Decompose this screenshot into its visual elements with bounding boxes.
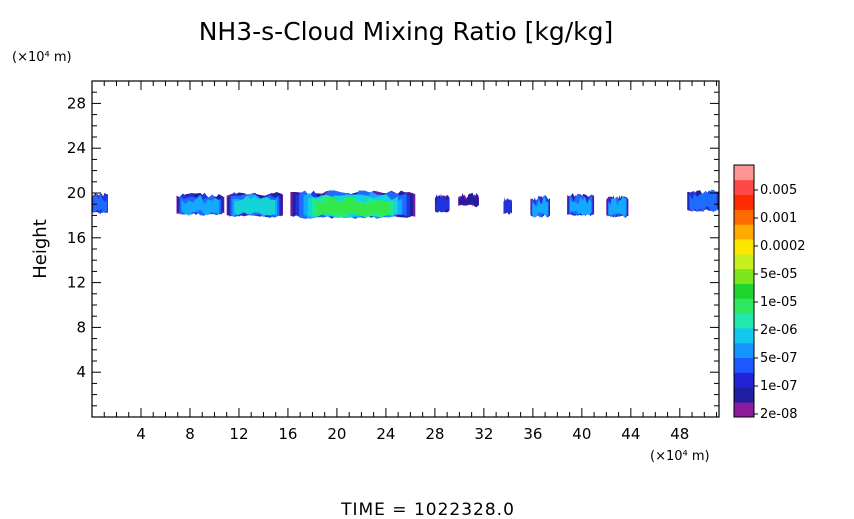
colorbar-label: 1e-07: [760, 379, 798, 394]
colorbar-label: 0.0002: [760, 239, 806, 254]
cloud-contour: [435, 193, 449, 213]
colorbar-swatch: [734, 328, 754, 344]
cloud-cell: [458, 192, 479, 208]
colorbar-swatch: [734, 224, 754, 240]
x-axis: 4 8 12 16 20 24 28 32 36 40 44 48: [103, 81, 718, 443]
x-tick-label: 4: [136, 425, 146, 443]
cloud-contour: [608, 196, 627, 218]
cloud-contour: [570, 196, 592, 216]
x-unit-label: (×10⁴ m): [650, 449, 710, 464]
cloud-contour: [503, 197, 512, 215]
colorbar-swatch: [734, 387, 754, 403]
x-tick-label: 36: [523, 425, 542, 443]
y-tick-label: 20: [67, 184, 86, 202]
cloud-cell: [503, 197, 512, 215]
colorbar-swatch: [734, 298, 754, 314]
x-tick-label: 20: [327, 425, 346, 443]
colorbar: 0.005 0.001 0.0002 5e-05 1e-05 2e-06 5e-07 1e-0…: [733, 164, 806, 422]
x-tick-label: 40: [572, 425, 591, 443]
colorbar-label: 5e-07: [760, 351, 798, 366]
cloud-cell: [176, 192, 225, 216]
chart-title: NH3-s-Cloud Mixing Ratio [kg/kg]: [199, 17, 614, 46]
colorbar-swatch: [734, 165, 754, 181]
colorbar-label: 0.001: [760, 211, 797, 226]
colorbar-label: 2e-08: [760, 407, 798, 422]
time-label: TIME = 1022328.0: [340, 500, 515, 519]
y-tick-label: 24: [67, 139, 86, 157]
colorbar-swatch: [734, 209, 754, 225]
cloud-contour: [532, 196, 548, 218]
x-tick-label: 24: [376, 425, 395, 443]
y-axis: 4 8 12 16 20 24 28: [67, 91, 719, 407]
plot-frame: [91, 80, 720, 418]
cloud-cell: [434, 193, 450, 213]
cloud-cell: [290, 190, 416, 219]
cloud-cell: [567, 193, 595, 217]
y-tick-label: 8: [76, 318, 86, 336]
x-tick-label: 32: [474, 425, 493, 443]
colorbar-swatch: [734, 179, 754, 196]
colorbar-swatch: [734, 253, 754, 270]
colorbar-swatch: [734, 402, 754, 418]
colorbar-label: 1e-05: [760, 295, 798, 310]
colorbar-swatch: [734, 283, 754, 299]
cloud-contour: [181, 194, 220, 216]
colorbar-swatch: [734, 357, 754, 373]
x-tick-label: 12: [229, 425, 248, 443]
y-tick-label: 12: [67, 274, 86, 292]
cloud-contour: [458, 192, 479, 208]
y-tick-label: 28: [67, 94, 86, 112]
x-tick-label: 16: [278, 425, 297, 443]
y-unit-label: (×10⁴ m): [12, 50, 72, 65]
cloud-contour: [234, 195, 276, 216]
colorbar-swatch: [734, 372, 754, 388]
colorbar-label: 2e-06: [760, 323, 798, 338]
cloud-cell: [92, 192, 108, 215]
y-tick-label: 4: [76, 363, 86, 381]
colorbar-swatch: [734, 268, 754, 284]
cloud-cell: [530, 195, 550, 218]
colorbar-label: 0.005: [760, 183, 797, 198]
x-tick-label: 44: [621, 425, 640, 443]
cloud-cell: [687, 189, 719, 213]
cloud-contour: [316, 197, 390, 217]
x-tick-label: 48: [670, 425, 689, 443]
cloud-contour: [689, 189, 717, 213]
colorbar-frame: [733, 164, 755, 418]
cloud-cell: [606, 195, 629, 218]
colorbar-swatch: [734, 239, 754, 255]
colorbar-swatch: [734, 313, 754, 329]
x-tick-label: 28: [425, 425, 444, 443]
y-axis-label: Height: [30, 219, 51, 279]
colorbar-swatch: [734, 194, 754, 210]
colorbar-label: 5e-05: [760, 267, 798, 282]
y-tick-label: 16: [67, 229, 86, 247]
cloud-cell: [226, 192, 283, 218]
x-tick-label: 8: [185, 425, 195, 443]
cloud-field: [92, 189, 719, 219]
cloud-contour: [93, 193, 107, 214]
colorbar-swatch: [734, 342, 754, 359]
